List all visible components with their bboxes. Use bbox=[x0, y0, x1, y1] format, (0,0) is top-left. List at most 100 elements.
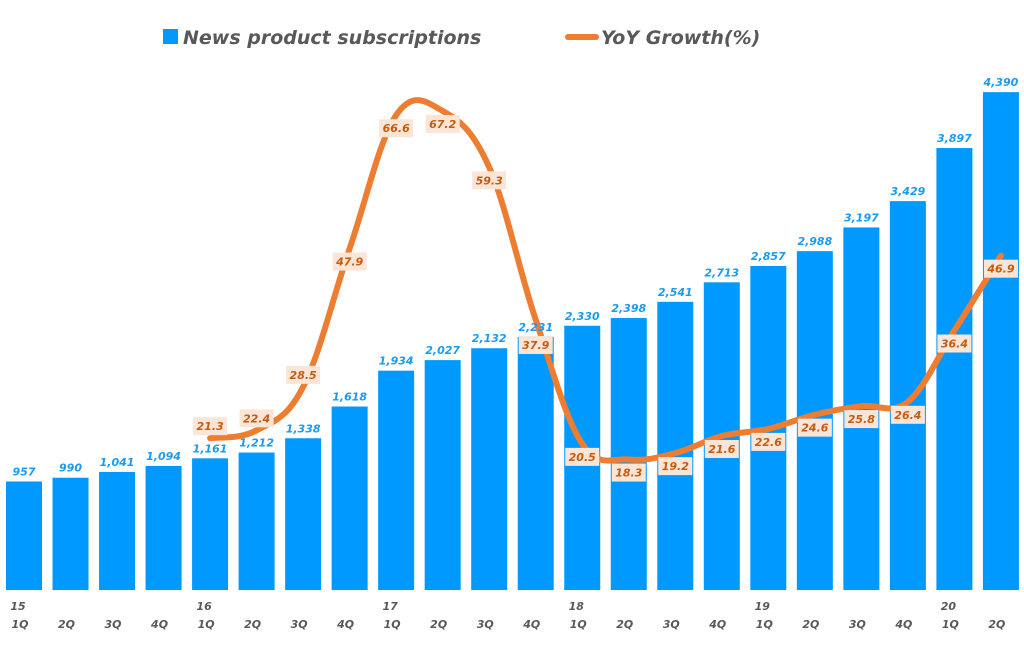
growth-value-label: 46.9 bbox=[983, 259, 1018, 278]
growth-label-box bbox=[844, 410, 879, 429]
growth-label-text: 67.2 bbox=[429, 118, 456, 131]
bar bbox=[285, 438, 322, 590]
bar-value-label: 1,161 bbox=[193, 442, 228, 455]
bar-value-label: 3,897 bbox=[937, 132, 972, 145]
x-tick-quarter: 2Q bbox=[616, 618, 633, 631]
growth-label-box bbox=[518, 335, 553, 354]
bar-value-label: 2,398 bbox=[611, 302, 646, 315]
growth-label-text: 37.9 bbox=[522, 339, 549, 352]
growth-label-text: 21.6 bbox=[708, 443, 735, 456]
growth-label-text: 24.6 bbox=[801, 422, 828, 435]
growth-value-label: 19.2 bbox=[658, 457, 693, 476]
growth-label-text: 36.4 bbox=[941, 338, 968, 351]
growth-label-box bbox=[425, 114, 460, 133]
growth-value-label: 20.5 bbox=[565, 447, 600, 466]
x-tick-year: 20 bbox=[941, 600, 957, 613]
x-tick-quarter: 4Q bbox=[150, 618, 168, 631]
x-tick-quarter: 1Q bbox=[942, 618, 959, 631]
bar-value-label: 1,212 bbox=[239, 437, 274, 450]
x-tick-year: 16 bbox=[196, 600, 212, 613]
bar bbox=[657, 301, 694, 590]
growth-label-box bbox=[611, 463, 646, 482]
bar-value-label: 2,988 bbox=[797, 235, 832, 248]
x-tick-quarter: 3Q bbox=[663, 618, 680, 631]
bars bbox=[6, 92, 1019, 590]
x-tick-quarter: 2Q bbox=[802, 618, 819, 631]
bar bbox=[145, 465, 182, 590]
bar-value-label: 1,338 bbox=[286, 422, 321, 435]
bar-value-label: 3,429 bbox=[890, 185, 925, 198]
bar bbox=[99, 471, 136, 590]
growth-value-label: 47.9 bbox=[332, 252, 367, 271]
bar-value-label: 1,041 bbox=[100, 456, 135, 469]
growth-label-text: 46.9 bbox=[986, 263, 1014, 276]
bar bbox=[331, 406, 368, 590]
bar-value-label: 990 bbox=[59, 462, 82, 475]
x-tick-quarter: 3Q bbox=[105, 618, 122, 631]
growth-label-text: 18.3 bbox=[615, 467, 642, 480]
x-tick-quarter: 2Q bbox=[58, 618, 75, 631]
bar-value-label: 4,390 bbox=[983, 76, 1019, 89]
growth-label-box bbox=[286, 365, 321, 384]
growth-label-box bbox=[890, 405, 925, 424]
growth-label-text: 47.9 bbox=[335, 256, 363, 269]
x-axis: 15 1Q 2Q 3Q 4Q 16 1Q 2Q 3Q 4Q 17 1Q 2Q 3Q 4Q 18 1Q 2Q 3Q 4Q… bbox=[10, 600, 1005, 631]
growth-label-box bbox=[983, 259, 1018, 278]
growth-label-text: 25.8 bbox=[848, 413, 875, 426]
bar bbox=[378, 370, 415, 590]
bar-value-label: 2,231 bbox=[518, 321, 553, 334]
bar bbox=[471, 348, 508, 590]
x-tick-quarter: 4Q bbox=[894, 618, 912, 631]
growth-label-box bbox=[658, 457, 693, 476]
x-tick-quarter: 2Q bbox=[244, 618, 261, 631]
growth-label-text: 22.6 bbox=[755, 436, 782, 449]
x-tick-quarter: 1Q bbox=[198, 618, 215, 631]
growth-value-label: 67.2 bbox=[425, 114, 460, 133]
x-tick-quarter: 4Q bbox=[522, 618, 540, 631]
growth-label-box bbox=[797, 418, 832, 437]
growth-value-label: 25.8 bbox=[844, 410, 879, 429]
growth-value-label: 18.3 bbox=[611, 463, 646, 482]
growth-line-path bbox=[207, 97, 1004, 464]
growth-label-box bbox=[937, 334, 972, 353]
growth-value-label: 24.6 bbox=[797, 418, 832, 437]
growth-label-text: 20.5 bbox=[569, 451, 596, 464]
legend-line-label: YoY Growth(%) bbox=[601, 27, 760, 49]
bar bbox=[889, 201, 926, 590]
data-labels: 957 990 1,041 1,094 1,161 1,212 1,338 1,618 1,93… bbox=[13, 76, 1019, 482]
x-tick-quarter: 2Q bbox=[430, 618, 447, 631]
x-tick-quarter: 3Q bbox=[291, 618, 308, 631]
growth-label-text: 28.5 bbox=[290, 369, 317, 382]
x-tick-quarter: 4Q bbox=[336, 618, 354, 631]
bar bbox=[52, 477, 89, 590]
growth-label-text: 19.2 bbox=[662, 460, 689, 473]
bar-value-label: 3,197 bbox=[844, 211, 879, 224]
growth-label-box bbox=[332, 252, 367, 271]
bar-value-label: 2,857 bbox=[751, 250, 786, 263]
legend-bar-swatch bbox=[163, 29, 178, 44]
growth-value-label: 36.4 bbox=[937, 334, 972, 353]
legend-bar-label: News product subscriptions bbox=[183, 27, 481, 49]
bar-value-label: 2,330 bbox=[565, 310, 600, 323]
growth-value-label: 21.6 bbox=[704, 440, 739, 459]
growth-value-label: 59.3 bbox=[472, 171, 507, 190]
x-tick-quarter: 4Q bbox=[708, 618, 726, 631]
growth-label-box bbox=[565, 447, 600, 466]
x-tick-quarter: 1Q bbox=[11, 618, 28, 631]
bar-value-label: 1,934 bbox=[379, 355, 414, 368]
x-tick-quarter: 1Q bbox=[756, 618, 773, 631]
growth-label-box bbox=[239, 409, 274, 428]
bar bbox=[936, 148, 973, 590]
growth-label-text: 22.4 bbox=[243, 412, 270, 425]
bar bbox=[192, 458, 229, 590]
bar bbox=[517, 336, 554, 590]
growth-label-text: 59.3 bbox=[476, 174, 503, 187]
x-tick-quarter: 3Q bbox=[477, 618, 494, 631]
bar-value-label: 1,618 bbox=[332, 391, 367, 404]
bar bbox=[982, 92, 1019, 590]
x-tick-quarter: 1Q bbox=[570, 618, 587, 631]
x-tick-quarter: 1Q bbox=[384, 618, 401, 631]
growth-value-label: 22.6 bbox=[751, 432, 786, 451]
growth-value-label: 21.3 bbox=[193, 417, 228, 436]
